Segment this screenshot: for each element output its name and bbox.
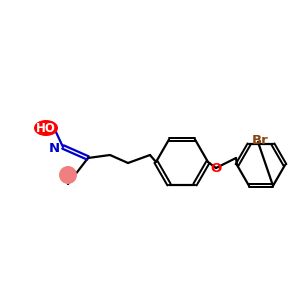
Text: O: O <box>210 163 222 176</box>
Text: HO: HO <box>36 122 56 134</box>
Ellipse shape <box>34 120 58 136</box>
Circle shape <box>59 166 77 184</box>
Text: N: N <box>49 142 60 154</box>
Text: Br: Br <box>252 134 268 146</box>
